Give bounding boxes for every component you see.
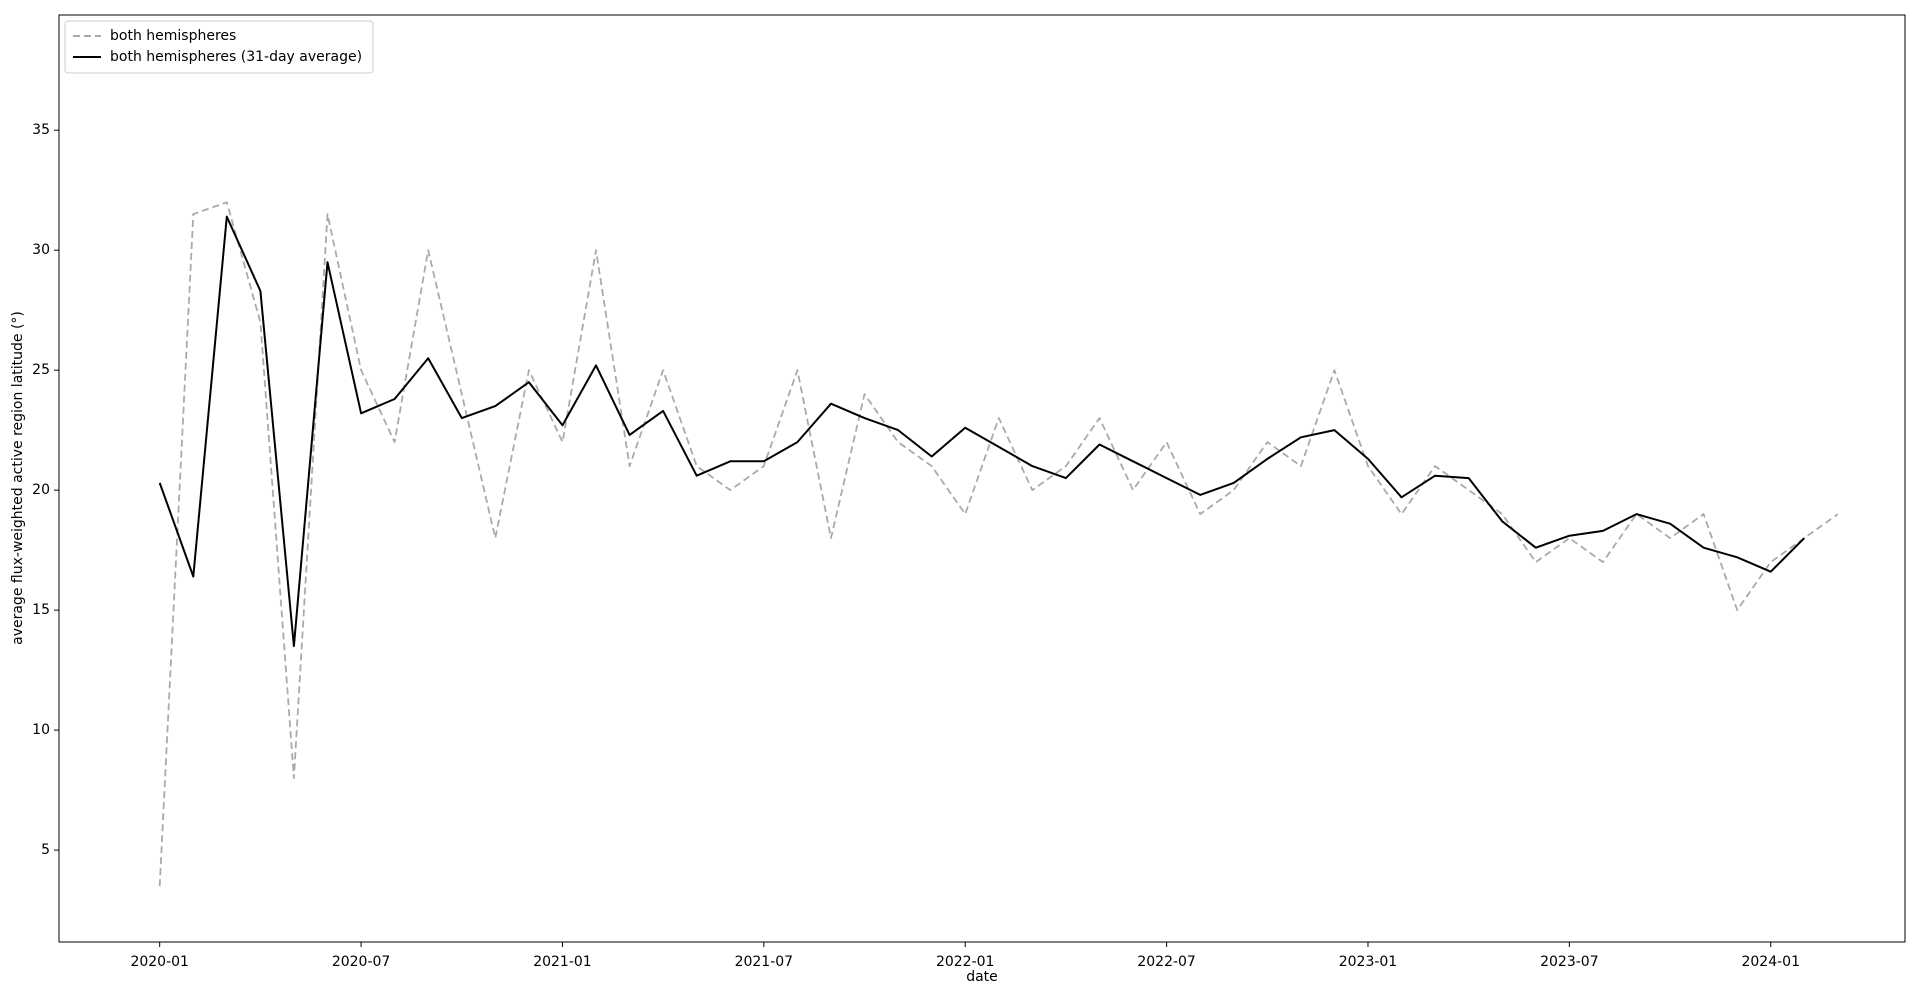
legend-label: both hemispheres (31-day average)	[110, 49, 362, 65]
x-tick-label: 2023-07	[1540, 954, 1599, 970]
x-tick-label: 2022-01	[936, 954, 995, 970]
plot-frame	[58, 14, 1906, 943]
x-tick-label: 2021-07	[735, 954, 794, 970]
x-tick-label: 2024-01	[1741, 954, 1800, 970]
y-tick-label: 20	[32, 482, 50, 498]
x-tick-label: 2020-07	[332, 954, 391, 970]
x-tick-label: 2020-01	[130, 954, 189, 970]
y-tick-label: 30	[32, 242, 50, 258]
y-tick-label: 10	[32, 722, 50, 738]
y-axis-label: average flux-weighted active region lati…	[10, 311, 26, 645]
legend-box	[64, 20, 374, 74]
y-tick-label: 25	[32, 362, 50, 378]
x-axis-label: date	[966, 969, 998, 985]
x-tick-label: 2021-01	[533, 954, 592, 970]
series-line	[158, 215, 1806, 648]
y-tick-label: 5	[41, 842, 50, 858]
legend-label: both hemispheres	[110, 28, 236, 44]
y-tick-label: 15	[32, 602, 50, 618]
series-line	[158, 201, 1839, 887]
x-tick-label: 2022-07	[1137, 954, 1196, 970]
x-tick-label: 2023-01	[1339, 954, 1398, 970]
y-tick-label: 35	[32, 122, 50, 138]
legend: both hemispheres both hemispheres (31-day…	[64, 20, 374, 74]
